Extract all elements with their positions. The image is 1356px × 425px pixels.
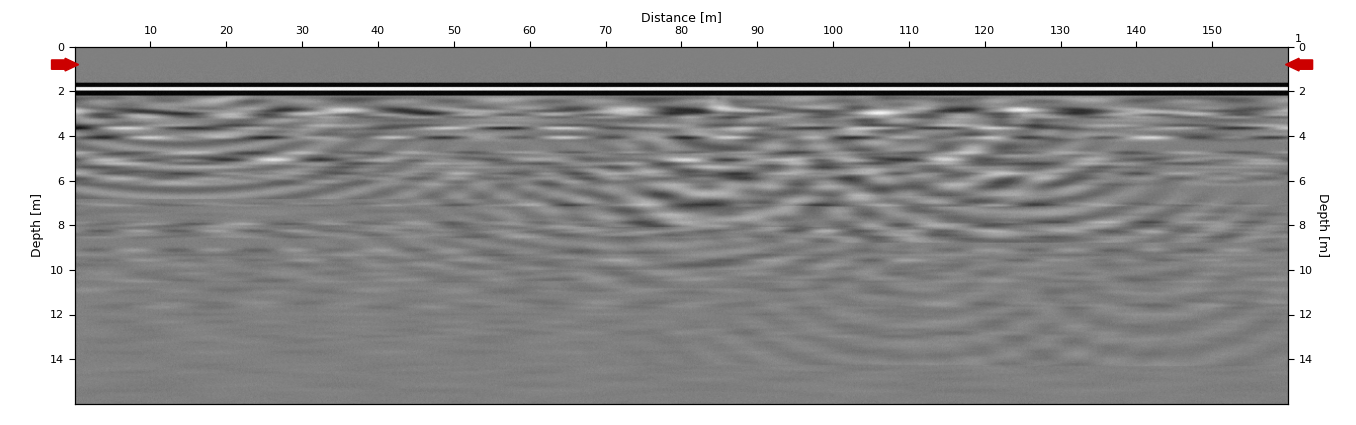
Y-axis label: Depth [m]: Depth [m] [31, 193, 45, 257]
Text: 1: 1 [1295, 34, 1302, 44]
Y-axis label: Depth [m]: Depth [m] [1317, 193, 1329, 257]
X-axis label: Distance [m]: Distance [m] [641, 11, 721, 24]
